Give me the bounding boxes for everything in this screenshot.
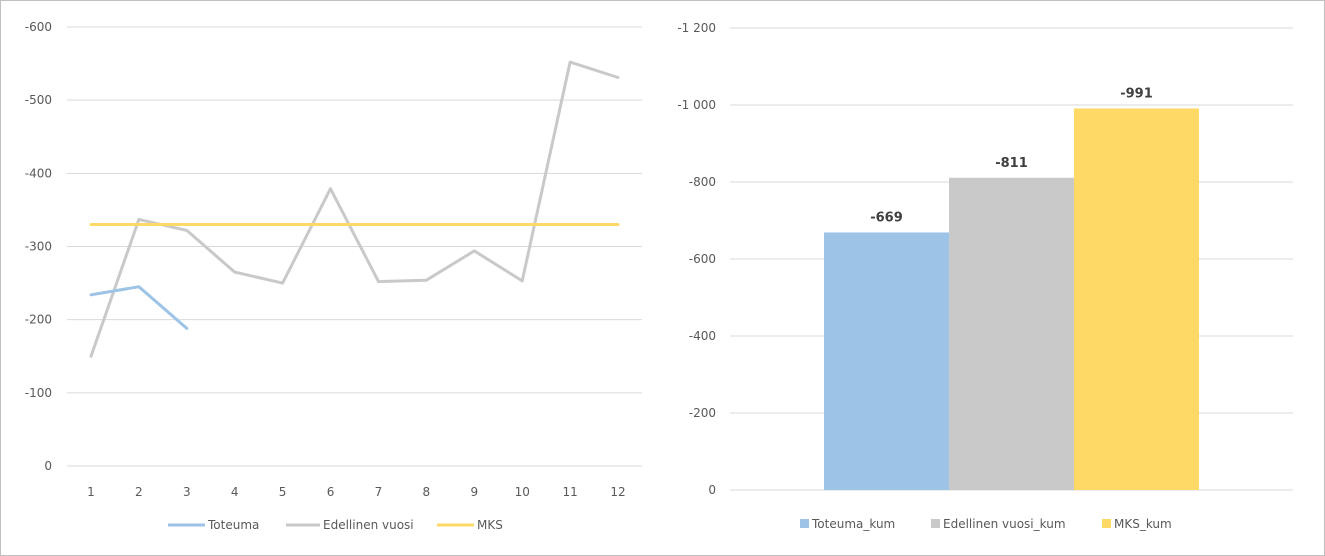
bar-y-tick-label: -1 200 — [677, 21, 716, 35]
line-y-tick-label: 0 — [44, 459, 52, 473]
bar-data-label: -669 — [870, 210, 903, 225]
line-x-tick-label: 11 — [562, 485, 577, 499]
bar-data-label: -991 — [1120, 86, 1153, 101]
bar-mks_kum — [1074, 108, 1199, 490]
line-x-tick-label: 4 — [231, 485, 239, 499]
bar-edellinen-vuosi_kum — [949, 177, 1074, 490]
line-x-tick-label: 12 — [610, 485, 625, 499]
line-x-tick-label: 8 — [423, 485, 431, 499]
line-x-tick-label: 7 — [375, 485, 383, 499]
line-y-tick-label: -200 — [25, 313, 52, 327]
legend-swatch — [931, 519, 940, 528]
legend-label: MKS — [477, 518, 503, 532]
line-x-tick-label: 3 — [183, 485, 191, 499]
legend-label: MKS_kum — [1114, 517, 1172, 531]
line-x-tick-label: 5 — [279, 485, 287, 499]
line-y-tick-label: -400 — [25, 166, 52, 180]
legend-swatch — [1102, 519, 1111, 528]
line-x-tick-label: 1 — [87, 485, 95, 499]
bar-y-tick-label: -600 — [689, 252, 716, 266]
legend-label: Toteuma — [207, 518, 259, 532]
line-x-tick-label: 6 — [327, 485, 335, 499]
line-series-edellinen-vuosi — [89, 60, 620, 358]
legend-swatch — [800, 519, 809, 528]
line-y-tick-label: -500 — [25, 93, 52, 107]
bar-y-tick-label: -800 — [689, 175, 716, 189]
bar-y-tick-label: -200 — [689, 406, 716, 420]
line-y-tick-label: -100 — [25, 386, 52, 400]
line-x-tick-label: 10 — [515, 485, 530, 499]
legend-label: Edellinen vuosi_kum — [943, 517, 1066, 531]
line-x-tick-label: 9 — [470, 485, 478, 499]
bar-y-tick-label: -400 — [689, 329, 716, 343]
bar-y-tick-label: 0 — [708, 483, 716, 497]
legend-label: Edellinen vuosi — [323, 518, 414, 532]
line-x-tick-label: 2 — [135, 485, 143, 499]
line-y-tick-label: -300 — [25, 240, 52, 254]
line-series-toteuma — [89, 285, 189, 330]
legend-label: Toteuma_kum — [811, 517, 895, 531]
line-y-tick-label: -600 — [25, 20, 52, 34]
bar-y-tick-label: -1 000 — [677, 98, 716, 112]
bar-data-label: -811 — [995, 156, 1028, 171]
bar-toteuma_kum — [824, 232, 949, 490]
